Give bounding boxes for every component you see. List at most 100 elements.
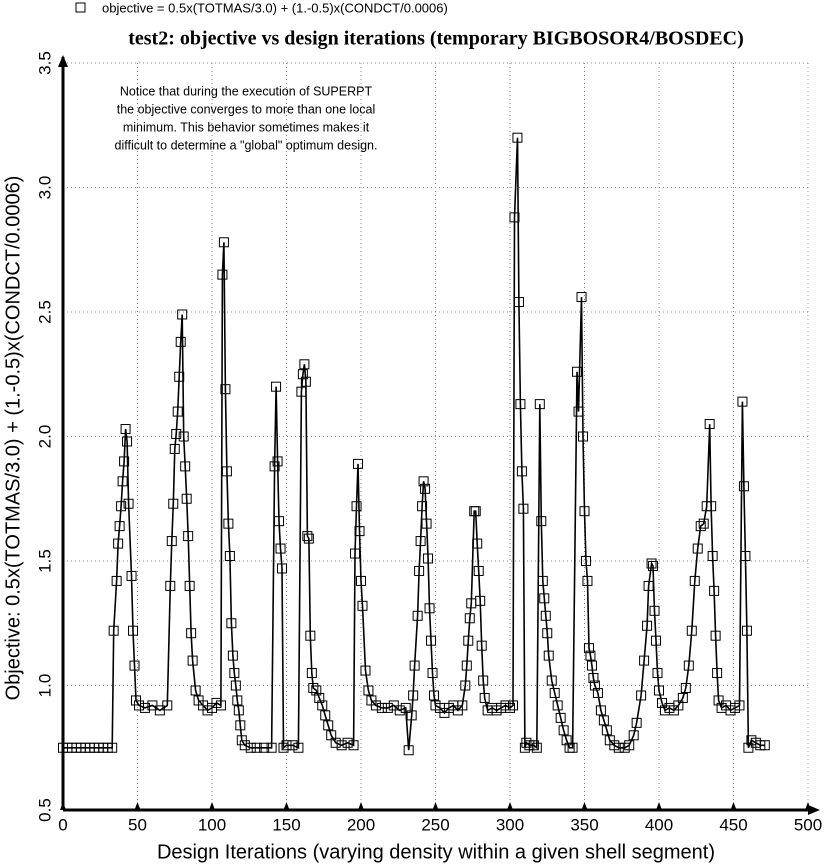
data-point: [689, 575, 700, 586]
y-tick-label: 1.5: [35, 549, 54, 573]
data-point: [129, 660, 140, 671]
y-tick-label: 2.0: [35, 425, 54, 449]
data-point: [639, 655, 650, 666]
data-point: [400, 702, 411, 713]
data-point: [572, 366, 583, 377]
data-point: [710, 630, 721, 641]
x-tick-label: 450: [719, 815, 747, 834]
data-point: [424, 603, 435, 614]
data-point: [712, 668, 723, 679]
data-point: [515, 399, 526, 410]
data-point: [624, 740, 635, 751]
data-point: [582, 575, 593, 586]
data-point: [408, 690, 419, 701]
y-axis-label: Objective: 0.5x(TOTMAS/3.0) + (1.-0.5)x(…: [2, 176, 24, 701]
data-point: [175, 336, 186, 347]
data-point: [169, 443, 180, 454]
data-point: [457, 700, 468, 711]
data-point: [601, 725, 612, 736]
data-point: [558, 725, 569, 736]
data-point: [107, 742, 118, 753]
data-point: [585, 650, 596, 661]
data-point: [423, 553, 434, 564]
data-point: [360, 665, 371, 676]
data-point: [652, 668, 663, 679]
data-point: [266, 742, 277, 753]
data-point: [648, 560, 659, 571]
data-point: [654, 685, 664, 696]
data-point: [539, 593, 550, 604]
x-tick-label: 50: [128, 815, 147, 834]
data-point: [513, 297, 524, 308]
data-point: [740, 551, 751, 562]
x-tick-label: 150: [272, 815, 300, 834]
data-point: [165, 580, 176, 591]
data-point: [576, 292, 587, 303]
data-point: [223, 518, 234, 529]
data-point: [323, 720, 334, 731]
data-point: [271, 381, 282, 392]
data-point: [187, 655, 198, 666]
data-point: [540, 610, 551, 621]
data-point: [534, 399, 545, 410]
data-point: [235, 720, 246, 731]
data-point: [308, 682, 319, 693]
data-point: [230, 680, 241, 691]
data-point: [555, 712, 566, 723]
data-point: [111, 575, 122, 586]
data-point: [183, 531, 194, 542]
y-tick-label: 2.5: [35, 300, 54, 324]
data-point: [505, 702, 515, 713]
data-point: [120, 424, 131, 435]
data-line: [63, 137, 765, 751]
data-point: [166, 536, 177, 547]
annotation: difficult to determine a "global" optimu…: [115, 138, 378, 152]
data-point: [336, 740, 347, 751]
data-point: [314, 692, 325, 703]
data-point: [421, 518, 432, 529]
y-tick-label: 0.5: [35, 798, 54, 822]
data-point: [287, 740, 298, 751]
data-point: [759, 740, 770, 751]
data-point: [168, 498, 179, 509]
legend-label: objective = 0.5x(TOTMAS/3.0) + (1.-0.5)x…: [102, 0, 448, 15]
data-point: [418, 476, 429, 487]
data-point: [297, 369, 308, 380]
data-point: [706, 501, 717, 512]
data-point: [631, 717, 642, 728]
data-point: [592, 687, 603, 698]
data-point: [300, 376, 311, 387]
data-point: [220, 384, 231, 395]
data-point: [473, 565, 484, 576]
data-point: [354, 526, 365, 537]
data-point: [588, 673, 599, 684]
data-point: [350, 548, 361, 559]
data-point: [613, 742, 624, 753]
data-point: [162, 700, 173, 711]
x-tick-mark: [209, 802, 215, 810]
data-point: [427, 668, 438, 679]
x-tick-label: 200: [347, 815, 375, 834]
data-point: [233, 705, 244, 716]
data-point: [509, 212, 520, 223]
data-point: [177, 309, 188, 320]
data-point: [357, 600, 368, 611]
data-point: [683, 660, 694, 671]
x-tick-mark: [656, 802, 662, 810]
data-point: [464, 613, 475, 624]
data-point: [531, 742, 542, 753]
data-point: [561, 735, 572, 746]
data-point: [598, 715, 609, 726]
data-point: [528, 740, 539, 751]
x-tick-label: 100: [198, 815, 226, 834]
data-point: [680, 682, 691, 693]
data-point: [475, 595, 486, 606]
data-point: [643, 580, 654, 591]
x-tick-label: 300: [496, 815, 524, 834]
data-point: [537, 575, 548, 586]
data-point: [348, 740, 359, 751]
data-point: [302, 531, 313, 542]
data-point: [218, 237, 229, 248]
data-point: [595, 705, 606, 716]
data-point: [305, 630, 316, 641]
